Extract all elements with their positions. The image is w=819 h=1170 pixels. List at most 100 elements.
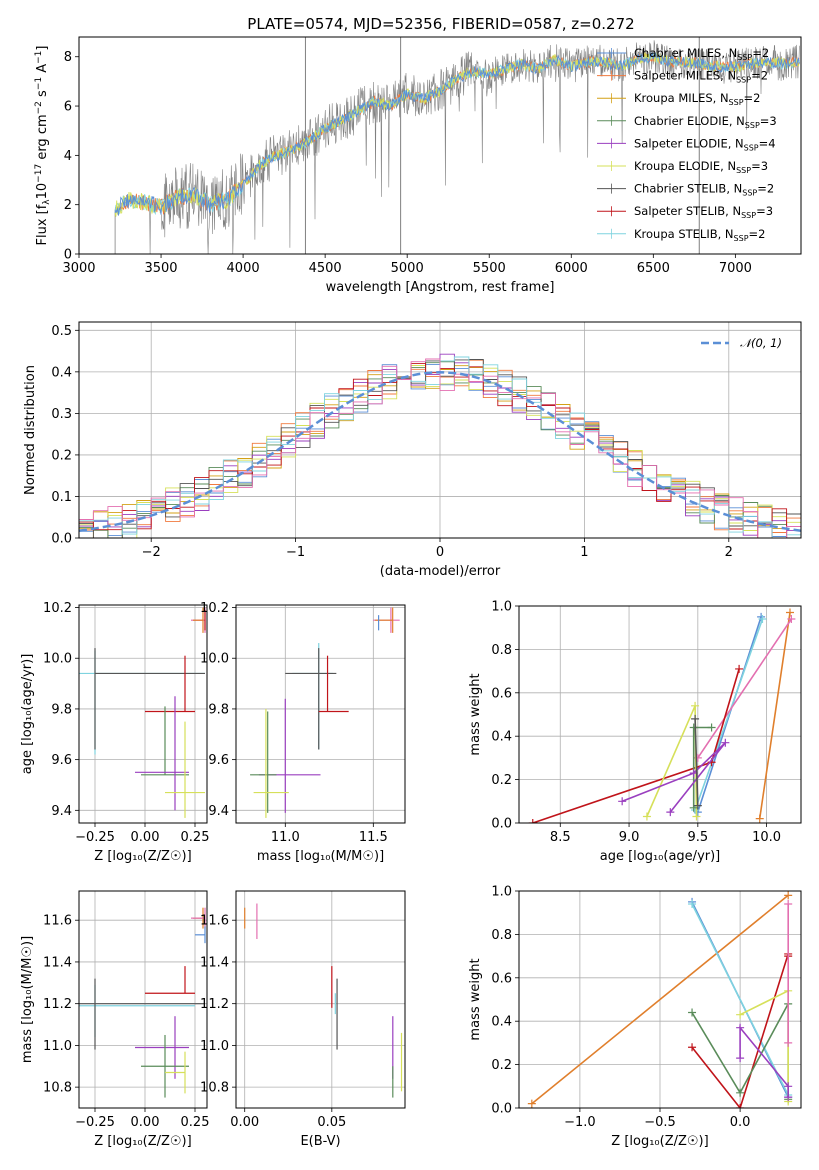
mw_z-marker-pink [784, 1038, 793, 1047]
age_mass-axes: 11.0 11.5 9.4 9.6 9.8 10.0 10.2 mass [log₁₀(M/M… [200, 601, 405, 864]
age_mass-frame [235, 604, 406, 824]
spectrum-axes: 3000 3500 4000 4500 5000 5500 6000 6500 7000 0 2 4 6… [62, 50, 751, 295]
mw_age-marker-kroupa_elodie [642, 812, 651, 821]
age_z-xtick-label: 0.25 [181, 830, 210, 845]
mw_age-marker-chabrier_stelib [691, 714, 700, 723]
age_z-ylabel: age [log₁₀(age/yr)] [20, 654, 35, 775]
spectrum-xtick-label: 3000 [62, 261, 95, 276]
mass_ebv-ytick-label: 11.2 [200, 997, 229, 1012]
mw_z-series-salpeter_elodie [739, 1025, 789, 1098]
age_z-ytick-label: 10.0 [43, 652, 72, 667]
mw_z-marker-salpeter_elodie [736, 1023, 745, 1032]
spectrum-ylabel-part: erg cm [35, 114, 50, 163]
mw_age-marker-salpeter_elodie [618, 797, 627, 806]
mw_age-xtick-label: 9.5 [687, 830, 708, 845]
residuals-xtick-label: 0 [436, 545, 444, 560]
mass_ebv-ytick-label: 11.0 [200, 1039, 229, 1054]
mw_z-lines [527, 891, 793, 1108]
mw_age-series-kroupa_elodie [646, 705, 698, 817]
spectrum-ylabel-part: A [35, 64, 50, 77]
spectrum-ytick-label: 6 [64, 100, 72, 115]
residuals-xtick-label: 1 [580, 545, 588, 560]
mw_z-ytick-label: 0.0 [491, 1102, 512, 1117]
mw_z-marker-salpeter_elodie [736, 1054, 745, 1063]
mw_age-xlabel: age [log₁₀(age/yr)] [600, 849, 721, 864]
age_z-ytick-label: 9.4 [51, 804, 72, 819]
spectrum-ytick-label: 2 [64, 198, 72, 213]
spectrum-ytick-label: 8 [64, 50, 72, 65]
mw_age-series-salpeter_orange [758, 612, 791, 819]
spectrum-xtick-label: 5000 [391, 261, 424, 276]
spectrum-xtick-label: 6000 [555, 261, 588, 276]
residuals-xlabel: (data-model)/error [380, 564, 501, 579]
mw_age-series-pink [697, 618, 793, 759]
mw_age-marker-pink [787, 615, 796, 624]
mw_age-marker-salpeter_orange [755, 814, 764, 823]
mw_age-ytick-label: 0.4 [491, 730, 512, 745]
spectrum-ylabel: Flux [fλ10−17 erg cm−2 s−1 A−1] [34, 46, 52, 246]
age_z-xlabel: Z [log₁₀(Z/Z☉)] [94, 849, 191, 864]
spectrum-model-chabrier_miles [114, 51, 800, 216]
mw_age-ylabel: mass weight [468, 673, 483, 755]
residuals-frame [78, 321, 802, 539]
residuals-normal-curve [79, 371, 801, 532]
mass_z-ytick-label: 11.0 [43, 1039, 72, 1054]
spectrum-legend: Chabrier MILES, NSSP=2 Salpeter MILES, NS… [597, 46, 777, 243]
mw_age-marker-salpeter_elodie [666, 808, 675, 817]
spectrum-ylabel-part: −1 [34, 51, 44, 64]
mw_z-ytick-label: 0.8 [491, 928, 512, 943]
mw_age-marker-chabrier_elodie [689, 723, 698, 732]
residuals-ytick-label: 0.0 [51, 532, 72, 547]
residuals-axes: −2 −1 0 1 2 0.0 0.1 0.2 0.3 0.4 0.5 (data-model)/er… [23, 322, 801, 579]
spectrum-ylabel-part: −2 [34, 101, 44, 114]
mw_age-marker-chabrier_miles [757, 612, 766, 621]
mass_z-ytick-label: 11.2 [43, 997, 72, 1012]
mass_z-ytick-label: 10.8 [43, 1081, 72, 1096]
mw_age-marker-salpeter_elodie [721, 738, 730, 747]
spectrum-xtick-label: 6500 [637, 261, 670, 276]
mass_ebv-points [244, 903, 403, 1098]
mw_z-marker-salpeter_orange [784, 891, 793, 900]
mw_age-axes: 8.5 9.0 9.5 10.0 0.0 0.2 0.4 0.6 0.8 1.0 age [log₁… [468, 600, 801, 864]
mw_age-series-kroupa_stelib [694, 618, 764, 811]
spectrum-xtick-label: 7000 [719, 261, 752, 276]
mw_z-marker-kroupa_stelib [688, 900, 697, 909]
mw_z-marker-salpeter_orange [527, 1099, 536, 1108]
mw_age-xtick-label: 10.0 [752, 830, 781, 845]
residuals-xtick-label: −1 [286, 545, 305, 560]
mw_z-xtick-label: −0.5 [644, 1115, 676, 1130]
residuals-ytick-label: 0.2 [51, 448, 72, 463]
residuals-ylabel: Normed distribution [23, 365, 38, 495]
age_mass-ytick-label: 9.6 [208, 753, 229, 768]
mw_age-ytick-label: 0.0 [491, 817, 512, 832]
mass_z-points [79, 907, 206, 1098]
mass_ebv-xtick-label: 0.05 [317, 1115, 346, 1130]
mw_z-ytick-label: 0.2 [491, 1058, 512, 1073]
mw_z-xtick-label: 0.0 [730, 1115, 751, 1130]
mass_ebv-ytick-label: 11.6 [200, 914, 229, 929]
age_z-ytick-label: 9.6 [51, 753, 72, 768]
mw_z-marker-salpeter_stelib [736, 1104, 745, 1108]
mw_z-marker-salpeter_elodie [784, 1093, 793, 1102]
mw_age-series-salpeter_elodie [621, 742, 726, 813]
mw_age-marker-chabrier_stelib [693, 801, 702, 810]
age_mass-points [250, 607, 400, 818]
mw_age-ytick-label: 0.6 [491, 686, 512, 701]
mw_z-marker-chabrier_elodie [688, 1008, 697, 1017]
mass_ebv-frame [235, 890, 406, 1109]
age_mass-xtick-label: 11.0 [271, 830, 300, 845]
mw_z-marker-salpeter_stelib [688, 1043, 697, 1052]
mw_age-ytick-label: 0.2 [491, 773, 512, 788]
age_z-ytick-label: 9.8 [51, 702, 72, 717]
residuals-hist-group [79, 353, 801, 538]
mw_age-ytick-label: 1.0 [491, 600, 512, 615]
mw_age-xtick-label: 9.0 [619, 830, 640, 845]
residuals-hist-salpeter_stelib [79, 363, 801, 538]
mw_z-axes: −1.0 −0.5 0.0 0.0 0.2 0.4 0.6 0.8 1.0 Z [log₁₀(Z/… [468, 885, 801, 1149]
residuals-ytick-label: 0.3 [51, 407, 72, 422]
age_z-xtick-label: −0.25 [75, 830, 115, 845]
spectrum-ylabel-part: −1 [34, 77, 44, 90]
spectrum-ytick-label: 4 [64, 149, 72, 164]
residuals-legend-label: 𝒩(0, 1) [740, 336, 782, 350]
spectrum-ylabel-part: −17 [34, 164, 44, 183]
